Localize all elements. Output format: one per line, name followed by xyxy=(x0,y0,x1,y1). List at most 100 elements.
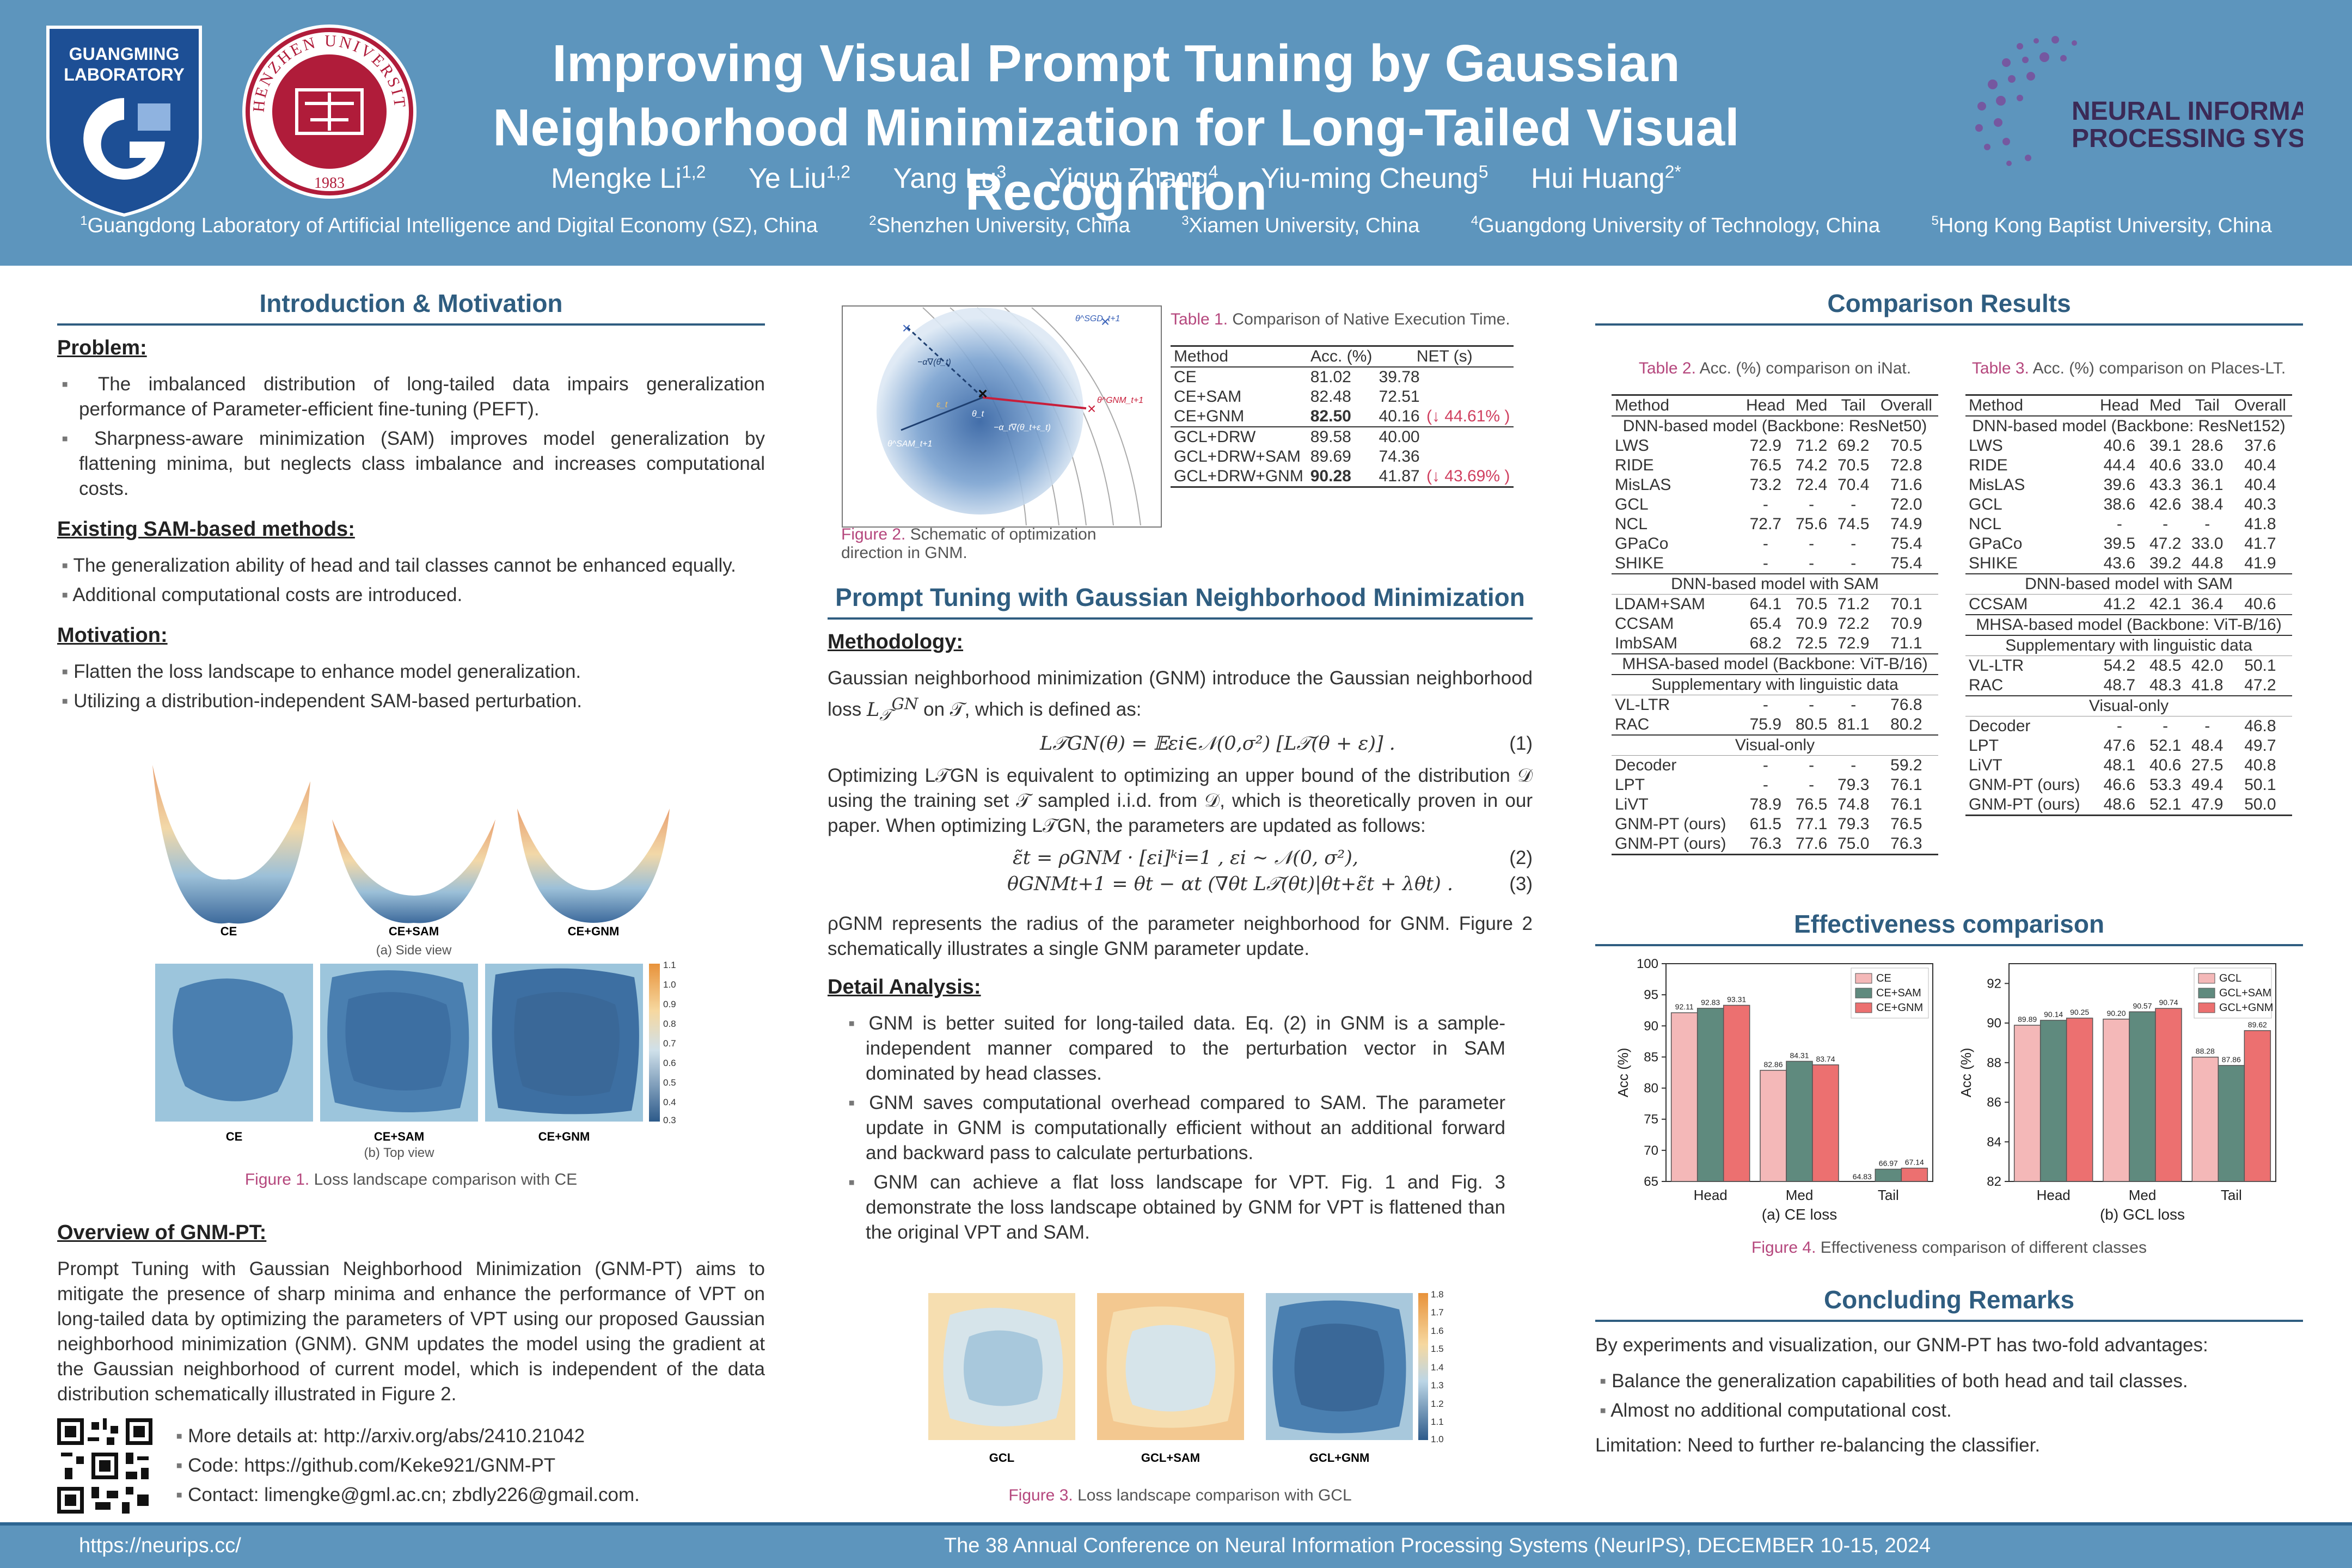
code-link[interactable]: Code: https://github.com/Keke921/GNM-PT xyxy=(171,1453,765,1478)
bar xyxy=(2013,1025,2041,1182)
bar xyxy=(2066,1018,2093,1182)
neurips-link[interactable]: https://neurips.cc/ xyxy=(79,1534,241,1557)
contact-link[interactable]: Contact: limengke@gml.ac.cn; zbdly226@gm… xyxy=(171,1483,765,1508)
table-row: GNM-PT (ours) 48.6 52.1 47.9 50.0 xyxy=(1965,795,2292,816)
method-text-1: Gaussian neighborhood minimization (GNM)… xyxy=(828,667,1533,724)
section-title-intro: Introduction & Motivation xyxy=(57,289,765,326)
data-label: 90.57 xyxy=(2133,1001,2152,1010)
right-column: Comparison Results xyxy=(1595,289,2303,336)
bar xyxy=(1760,1070,1787,1182)
data-label: 89.89 xyxy=(2018,1015,2037,1024)
x-tick-label: Tail xyxy=(1878,1187,1899,1203)
fig1-subcaption: (b) Top view xyxy=(364,1146,435,1160)
data-label: 84.31 xyxy=(1790,1051,1809,1059)
fig1-label: CE xyxy=(226,1130,243,1143)
paper-link[interactable]: More details at: http://arxiv.org/abs/24… xyxy=(171,1424,765,1449)
legend-label: CE+SAM xyxy=(1876,987,1921,999)
table-row: CE+GNM 82.50 40.16 (↓ 44.61% ) xyxy=(1174,407,1510,425)
table-row: VL-LTR 54.2 48.5 42.0 50.1 xyxy=(1965,656,2292,676)
author: Hui Huang2* xyxy=(1530,162,1681,195)
x-tick-label: Head xyxy=(1694,1187,1728,1203)
limitation-text: Limitation: Need to further re-balancing… xyxy=(1595,1435,2041,1456)
y-tick-label: 82 xyxy=(1987,1174,2001,1189)
svg-text:PROCESSING SYSTEMS: PROCESSING SYSTEMS xyxy=(2072,124,2303,153)
table-row: LPT 47.6 52.1 48.4 49.7 xyxy=(1969,737,2276,755)
table-2-block: Table 2. Acc. (%) comparison on iNat. Me… xyxy=(1612,359,1938,855)
table-3: Method Head Med Tail Overall DNN-based model … xyxy=(1965,394,2292,816)
overview-heading: Overview of GNM-PT: xyxy=(57,1221,267,1244)
svg-text:1983: 1983 xyxy=(314,175,345,192)
section-title-results: Comparison Results xyxy=(1595,289,2303,326)
bar xyxy=(2191,1056,2219,1182)
affiliation: 4Guangdong University of Technology, Chi… xyxy=(1471,213,1881,237)
bar xyxy=(2155,1008,2182,1182)
table-row: CCSAM 65.4 70.9 72.2 70.9 xyxy=(1615,615,1922,633)
legend-swatch xyxy=(2198,973,2215,984)
table-group-label: DNN-based model with SAM xyxy=(1965,573,2292,595)
figure-1: CE CE+SAM CE+GNM (a) Side view 1.1 1.0 0… xyxy=(152,765,676,1160)
fig1-label: CE+GNM xyxy=(538,1130,590,1143)
sgd-point: × xyxy=(1101,313,1110,330)
footer: https://neurips.cc/ The 38 Annual Confer… xyxy=(0,1526,2352,1568)
fig2-label: θ^SGD_t+1 xyxy=(1075,314,1120,323)
y-tick-label: 85 xyxy=(1644,1050,1658,1064)
sam-point: × xyxy=(902,320,911,336)
fig3-label: GCL+SAM xyxy=(1141,1451,1200,1465)
bar xyxy=(1670,1012,1698,1182)
svg-text:GUANGMING: GUANGMING xyxy=(69,44,180,64)
table-row: CE 81.02 39.78 xyxy=(1174,368,1420,386)
legend-swatch xyxy=(2198,1002,2215,1013)
data-label: 90.25 xyxy=(2070,1008,2089,1016)
fig4-caption: Figure 4. Effectiveness comparison of di… xyxy=(1751,1239,2147,1257)
problem-heading: Problem: xyxy=(57,336,147,359)
effectiveness-block: Effectiveness comparison xyxy=(1595,909,2303,957)
data-label: 64.83 xyxy=(1853,1172,1872,1181)
neurips-logo: NEURAL INFORMATION PROCESSING SYSTEMS xyxy=(1975,36,2303,166)
fig1-subcaption: (a) Side view xyxy=(376,943,452,958)
svg-text:LABORATORY: LABORATORY xyxy=(64,65,185,84)
fig3-label: GCL xyxy=(989,1451,1014,1465)
data-label: 82.86 xyxy=(1763,1060,1783,1069)
existing-heading: Existing SAM-based methods: xyxy=(57,518,355,541)
data-label: 93.31 xyxy=(1727,995,1746,1003)
table-row: RAC 48.7 48.3 41.8 47.2 xyxy=(1969,676,2276,694)
qr-code[interactable] xyxy=(57,1418,152,1514)
fig1-label: CE+SAM xyxy=(374,1130,424,1143)
section-title-effectiveness: Effectiveness comparison xyxy=(1595,909,2303,946)
affiliation: 1Guangdong Laboratory of Artificial Inte… xyxy=(80,213,818,237)
table-group-label: DNN-based model (Backbone: ResNet50) xyxy=(1622,417,1927,435)
data-label: 90.74 xyxy=(2159,998,2178,1007)
table-row: LWS 40.6 39.1 28.6 37.6 xyxy=(1969,437,2276,455)
detail-bullet: GNM saves computational overhead compare… xyxy=(844,1091,1533,1166)
author: Ye Liu1,2 xyxy=(748,162,851,195)
table3-caption: Table 3. Acc. (%) comparison on Places-L… xyxy=(1971,359,2286,377)
data-label: 88.28 xyxy=(2196,1047,2215,1056)
svg-text:NEURAL INFORMATION: NEURAL INFORMATION xyxy=(2072,97,2303,126)
colorbar-tick: 1.1 xyxy=(663,960,676,970)
table-row: LiVT 48.1 40.6 27.5 40.8 xyxy=(1969,756,2276,774)
overview-block: Overview of GNM-PT: Prompt Tuning with G… xyxy=(57,1211,765,1407)
existing-bullet: The generalization ability of head and t… xyxy=(57,553,765,578)
y-tick-label: 86 xyxy=(1987,1095,2001,1110)
colorbar-tick: 1.6 xyxy=(1431,1326,1444,1336)
figure-3: 1.8 1.7 1.6 1.5 1.4 1.3 1.2 1.1 1.0 GCL … xyxy=(928,1289,1444,1465)
affiliation: 2Shenzhen University, China xyxy=(869,213,1130,237)
legend-label: GCL+GNM xyxy=(2219,1002,2273,1014)
y-tick-label: 75 xyxy=(1644,1112,1658,1127)
fig3-caption: Figure 3. Loss landscape comparison with… xyxy=(1008,1486,1352,1504)
table-row: GCL - - -72.0 xyxy=(1615,495,1922,513)
table-row: RIDE 44.4 40.6 33.0 40.4 xyxy=(1969,456,2276,474)
table-row: NCL - - -41.8 xyxy=(1969,515,2276,533)
y-tick-label: 65 xyxy=(1644,1174,1658,1189)
author: Mengke Li1,2 xyxy=(551,162,706,195)
table-row: Decoder - - -46.8 xyxy=(1965,716,2292,736)
y-axis-label: Acc (%) xyxy=(1958,1048,1974,1098)
author: Yang Lu3 xyxy=(893,162,1007,195)
bar xyxy=(2129,1011,2156,1182)
legend-label: GCL+SAM xyxy=(2219,987,2271,999)
colorbar-tick: 1.1 xyxy=(1431,1417,1444,1427)
y-tick-label: 95 xyxy=(1644,988,1658,1002)
table-row: LDAM+SAM 64.1 70.5 71.2 70.1 xyxy=(1612,594,1938,614)
x-tick-label: Med xyxy=(1786,1187,1814,1203)
bar xyxy=(1901,1167,1928,1182)
